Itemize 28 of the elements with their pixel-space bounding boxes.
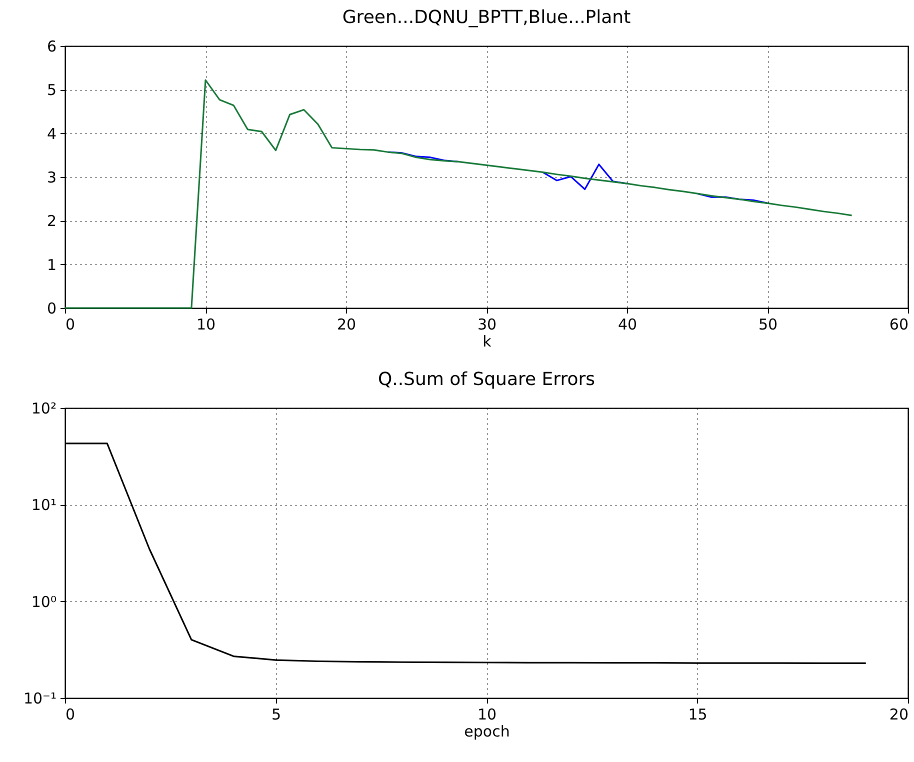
x-tick-label: 50: [758, 316, 778, 334]
y-tick-label: 10¹: [31, 496, 56, 514]
x-tick-label: 60: [889, 316, 908, 334]
y-tick-label: 0: [46, 300, 56, 318]
x-tick-label: 5: [271, 706, 282, 724]
x-axis-title: k: [482, 332, 492, 350]
x-axis-title: epoch: [464, 722, 510, 740]
y-tick-label: 4: [46, 124, 56, 143]
x-tick-label: 15: [688, 706, 708, 724]
x-tick-label: 10: [477, 706, 497, 724]
y-tick-label: 10²: [31, 400, 56, 418]
y-tick-label: 10⁰: [31, 592, 56, 611]
chart-title: Green...DQNU_BPTT,Blue...Plant: [342, 7, 631, 28]
chart-title: Q..Sum of Square Errors: [378, 369, 596, 390]
x-tick-label: 20: [889, 706, 908, 724]
y-tick-label: 1: [46, 256, 56, 274]
y-tick-label: 6: [46, 38, 56, 56]
x-tick-label: 30: [477, 316, 497, 334]
x-tick-label: 0: [66, 316, 76, 334]
y-tick-label: 10⁻¹: [23, 690, 56, 708]
x-tick-label: 10: [196, 316, 216, 334]
x-tick-label: 20: [336, 316, 356, 334]
y-tick-label: 2: [46, 212, 56, 230]
line-series: [64, 79, 853, 309]
x-tick-label: 40: [618, 316, 638, 334]
x-tick-label: 0: [66, 706, 76, 724]
y-tick-label: 5: [46, 81, 56, 100]
y-tick-label: 3: [46, 168, 56, 186]
